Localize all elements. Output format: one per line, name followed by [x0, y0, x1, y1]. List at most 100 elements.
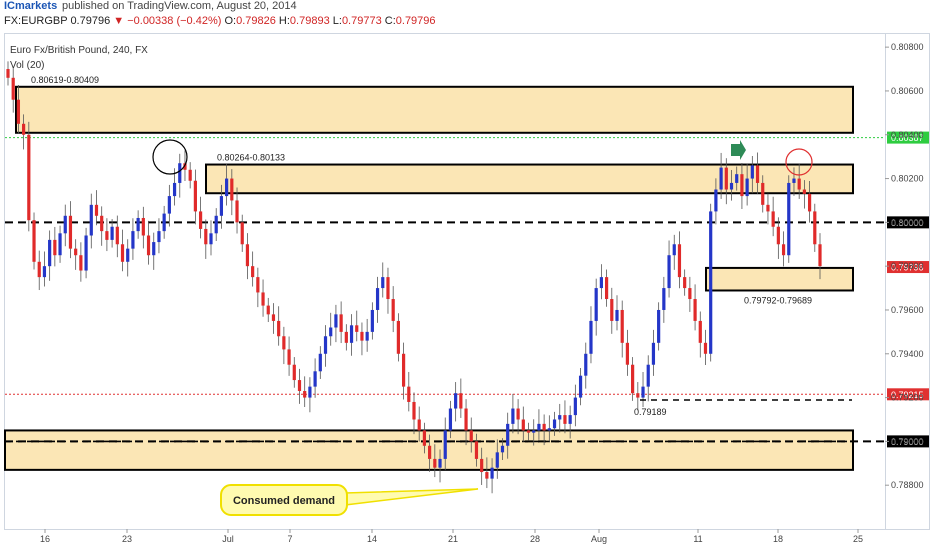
volume-label: Vol (20): [10, 60, 44, 71]
candle-body: [256, 277, 260, 293]
x-tick-label: 23: [122, 534, 132, 544]
candle-body: [797, 178, 801, 190]
x-tick-label: 16: [40, 534, 50, 544]
candle-body: [428, 445, 432, 459]
candle-body: [709, 211, 713, 354]
candle-body: [344, 331, 348, 343]
candle-body: [781, 244, 786, 256]
candle-body: [589, 320, 593, 354]
candle-body: [172, 182, 177, 197]
candle-body: [225, 178, 229, 197]
candle-body: [761, 182, 765, 205]
candle-body: [698, 320, 702, 343]
candle-body: [750, 165, 754, 179]
candle-body: [339, 314, 343, 332]
candle-body: [568, 415, 572, 424]
candle-body: [506, 423, 510, 446]
y-tick-label: 0.79000: [891, 436, 924, 446]
candle-body: [183, 163, 187, 170]
candle-body: [719, 167, 723, 190]
level-price-label: 0.80387: [891, 133, 924, 143]
level-price-label: 0.80000: [891, 218, 924, 228]
candle-body: [636, 393, 640, 398]
candle-body: [271, 314, 276, 321]
candle-body: [495, 452, 499, 468]
y-tick-label: 0.80000: [891, 217, 924, 227]
candle-body: [610, 299, 614, 321]
candle-body: [63, 215, 67, 234]
candle-body: [651, 342, 656, 365]
candle-body: [297, 380, 302, 392]
candle-body: [131, 231, 135, 249]
candle-body: [599, 277, 603, 289]
candle-body: [604, 277, 609, 300]
candle-body: [662, 288, 666, 310]
candle-body: [547, 428, 551, 431]
candle-body: [464, 408, 468, 431]
callout-text: Consumed demand: [233, 495, 335, 507]
candle-body: [703, 342, 708, 354]
price-change: −0.00338 (−0.42%): [127, 15, 222, 27]
candle-body: [563, 415, 567, 424]
candle-body: [120, 244, 125, 262]
symbol-label[interactable]: FX:EURGBP: [4, 15, 68, 27]
candle-body: [433, 458, 437, 468]
candle-body: [146, 235, 151, 256]
candle-body: [672, 244, 676, 256]
zone-box: [15, 85, 854, 134]
y-tick-label: 0.79600: [891, 305, 924, 315]
candle-body: [401, 353, 406, 387]
candle-body: [193, 180, 197, 212]
level-price-label: 0.79796: [891, 263, 924, 273]
candle-body: [240, 222, 244, 245]
candle-body: [204, 228, 208, 245]
candle-body: [141, 217, 145, 236]
candle-body: [511, 408, 515, 424]
brand-logo[interactable]: ICmarkets: [4, 0, 58, 12]
candle-body: [578, 375, 583, 398]
candle-body: [813, 211, 817, 245]
candle-body: [381, 277, 385, 289]
candle-body: [677, 244, 682, 278]
low-label: L:: [332, 15, 342, 27]
candle-body: [755, 165, 760, 183]
candle-body: [27, 134, 31, 221]
candle-body: [167, 196, 171, 214]
candle-body: [542, 423, 546, 431]
y-tick-label: 0.79200: [891, 393, 924, 403]
candle-body: [412, 401, 416, 420]
candle-body: [584, 353, 588, 376]
candle-body: [105, 231, 109, 240]
candle-body: [625, 342, 630, 365]
candle-body: [188, 169, 192, 181]
candle-body: [771, 211, 775, 227]
close-label: C:: [384, 15, 396, 27]
candle-body: [219, 196, 224, 216]
y-tick-label: 0.79400: [891, 349, 924, 359]
candle-body: [724, 167, 728, 190]
candle-body: [818, 244, 822, 267]
candle-body: [631, 364, 635, 394]
candle-body: [16, 99, 21, 124]
candle-body: [735, 174, 739, 183]
axis-border: [885, 33, 930, 530]
level-price-tag: [887, 216, 929, 229]
candle-body: [42, 266, 47, 278]
candle-body: [349, 325, 354, 343]
y-tick-label: 0.80800: [891, 42, 924, 52]
candle-body: [37, 261, 41, 278]
candle-body: [516, 408, 520, 420]
zone-label: 0.79792-0.79689: [744, 295, 812, 305]
candle-body: [407, 386, 411, 402]
candle-body: [490, 467, 494, 479]
candle-body: [683, 277, 687, 289]
level-price-tag: [887, 388, 929, 401]
x-tick-label: 28: [530, 534, 540, 544]
candle-body: [729, 182, 734, 190]
y-tick-label: 0.80200: [891, 174, 924, 184]
level-price-tag: [887, 131, 929, 144]
candle-body: [68, 215, 73, 249]
candle-body: [641, 386, 645, 398]
candle-body: [287, 349, 291, 365]
